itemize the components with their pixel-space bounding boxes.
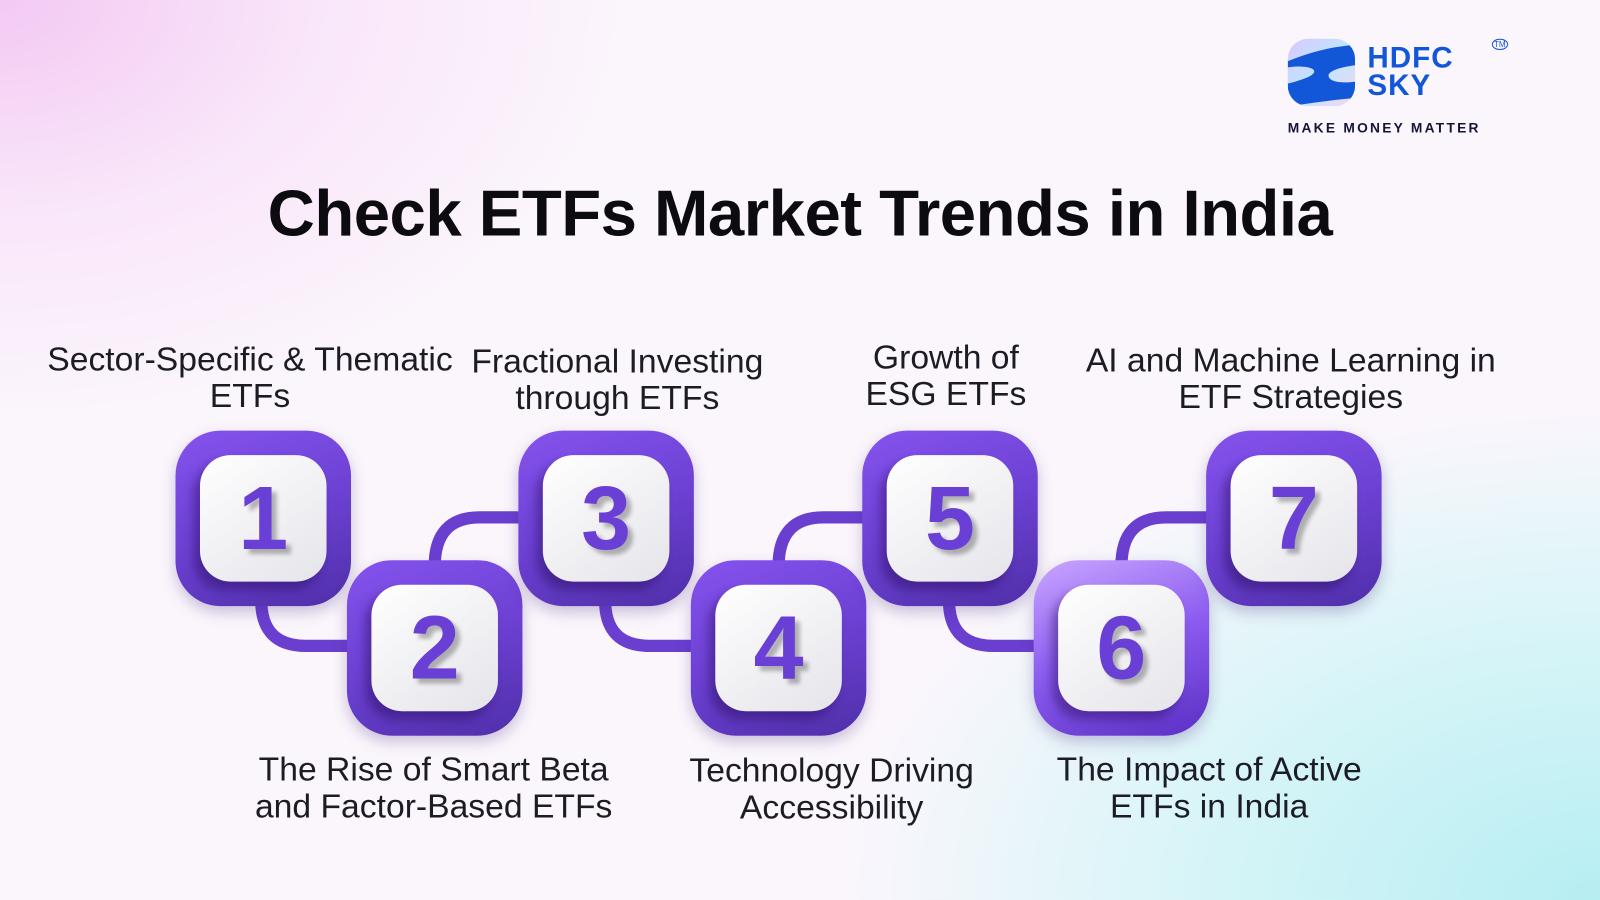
step-number: 5: [925, 467, 975, 569]
step-label-7: AI and Machine Learning in ETF Strategie…: [1085, 340, 1496, 416]
connector-2-3: [428, 511, 529, 573]
step-tile-5: 5: [862, 430, 1038, 607]
trademark: TM: [1491, 38, 1508, 50]
hdfc-sky-logo: HDFC SKY TM MAKE MONEY MATTER: [1287, 38, 1508, 141]
step-label-4: Technology Driving Accessibility: [689, 751, 974, 826]
step-label-3: Fractional Investing through ETFs: [471, 341, 764, 417]
connector-3-4: [598, 593, 703, 653]
step-number: 1: [238, 467, 289, 569]
step-number: 3: [581, 467, 632, 569]
step-label-1: Sector-Specific & Thematic ETFs: [47, 339, 453, 415]
step-tile-1: 1: [175, 430, 352, 607]
logo-text: HDFC SKY: [1367, 41, 1454, 103]
step-label-5: Growth of ESG ETFs: [865, 337, 1027, 413]
step-label-2: The Rise of Smart Beta and Factor-Based …: [254, 749, 613, 825]
step-tile-2: 2: [346, 560, 523, 736]
tagline: MAKE MONEY MATTER: [1287, 120, 1481, 136]
step-number: 2: [409, 596, 460, 698]
connector-1-2: [255, 593, 359, 653]
connector-4-5: [772, 511, 873, 573]
step-label-6: The Impact of Active ETFs in India: [1056, 749, 1362, 825]
step-tile-3: 3: [518, 430, 694, 607]
step-number: 6: [1096, 596, 1147, 698]
step-tile-6: 6: [1033, 560, 1210, 736]
connector-5-6: [942, 593, 1045, 653]
step-number: 4: [753, 596, 804, 698]
step-tile-4: 4: [690, 560, 867, 736]
logo-mark-icon: [1287, 38, 1356, 107]
connector-6-7: [1115, 511, 1217, 573]
step-tile-7: 7: [1206, 430, 1382, 607]
page-title: Check ETFs Market Trends in India: [267, 176, 1333, 250]
step-number: 7: [1268, 467, 1319, 569]
